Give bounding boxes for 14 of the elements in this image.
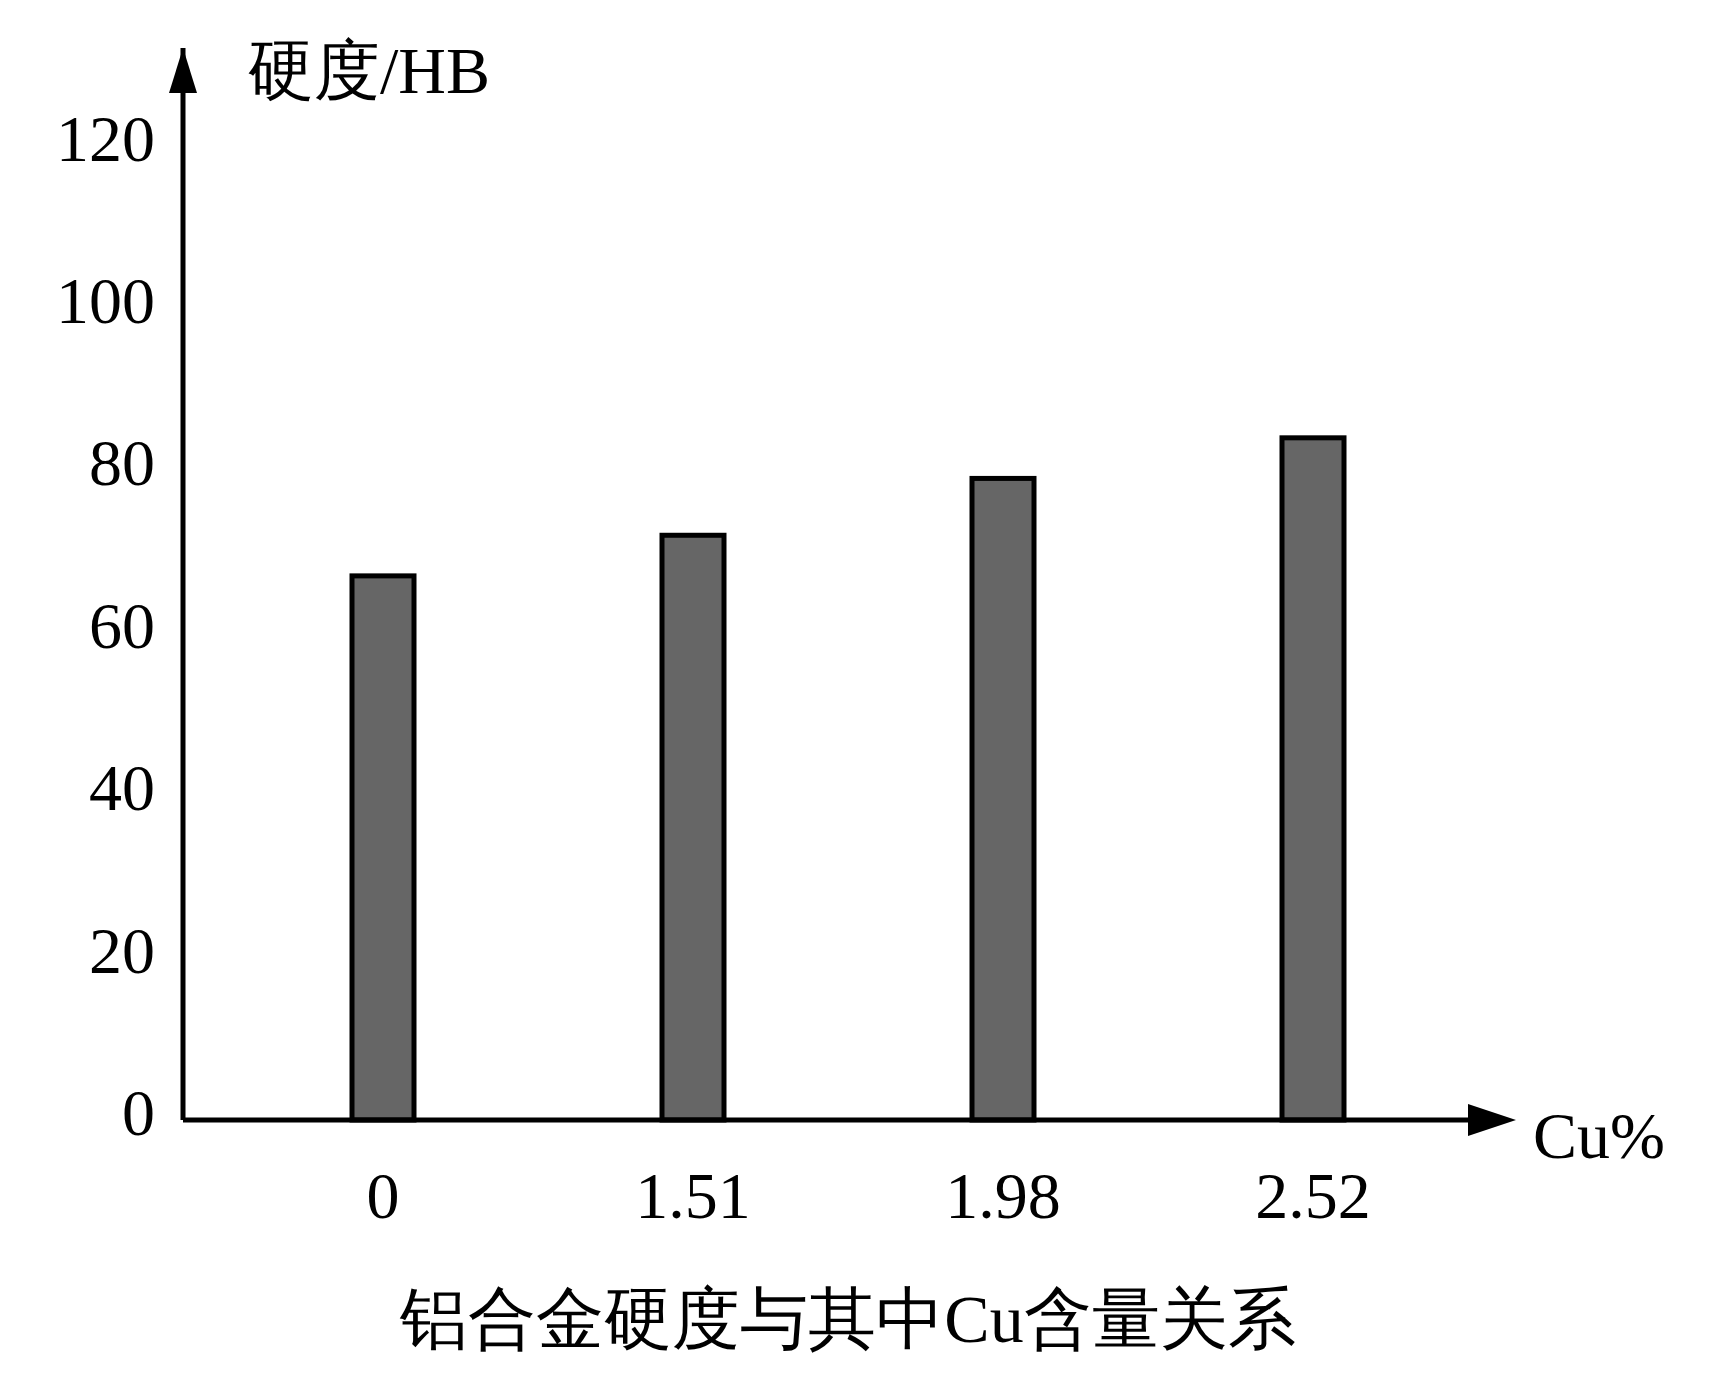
y-tick-label: 120 <box>56 101 155 175</box>
y-tick-label: 80 <box>89 426 155 500</box>
y-tick-label: 100 <box>56 264 155 338</box>
x-axis-title: Cu% <box>1533 1099 1665 1173</box>
y-tick-label: 60 <box>89 588 155 662</box>
text: 铝合金硬度与其中Cu含量关系 <box>399 1280 1296 1357</box>
y-tick-label: 0 <box>122 1076 155 1150</box>
x-tick-label: 2.52 <box>1255 1159 1371 1233</box>
y-axis-title: 硬度/HB <box>248 34 491 108</box>
x-tick-label: 1.98 <box>945 1159 1061 1233</box>
x-tick-label: 0 <box>366 1159 400 1233</box>
y-tick-label: 40 <box>89 751 155 825</box>
y-tick-label: 20 <box>89 913 155 987</box>
x-tick-label: 1.51 <box>635 1159 751 1233</box>
